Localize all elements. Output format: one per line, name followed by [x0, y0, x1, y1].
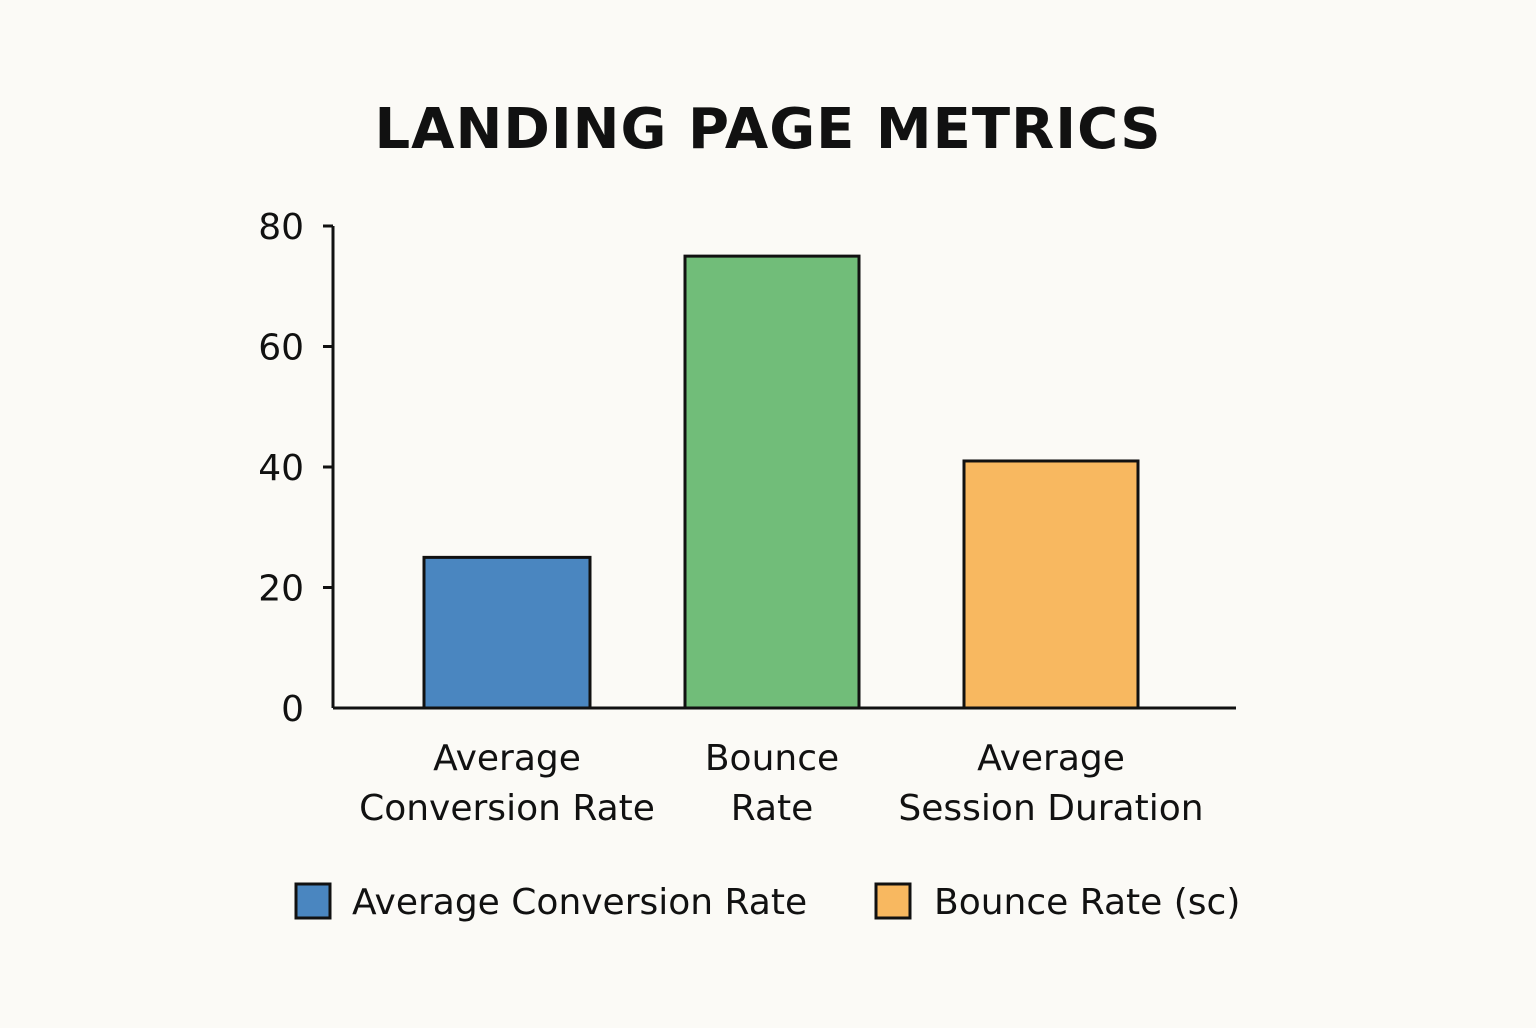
- y-tick-label: 20: [258, 569, 304, 610]
- y-tick-label: 0: [281, 689, 304, 730]
- legend-label: Average Conversion Rate: [352, 882, 807, 923]
- x-category-label: Average: [977, 738, 1125, 779]
- bar: [683, 254, 861, 710]
- y-axis: 0 20 40 60 80: [258, 207, 335, 730]
- chart-title: LANDING PAGE METRICS: [374, 97, 1161, 162]
- legend-swatch: [874, 882, 912, 920]
- bar: [422, 555, 592, 710]
- legend-label: Bounce Rate (sc): [934, 882, 1240, 923]
- x-category-label: Average: [433, 738, 581, 779]
- legend-swatch: [294, 882, 332, 920]
- y-tick-label: 60: [258, 328, 304, 369]
- y-tick-label: 80: [258, 207, 304, 248]
- legend: Average Conversion Rate Bounce Rate (sc): [294, 882, 1240, 923]
- x-category-label: Conversion Rate: [359, 788, 655, 829]
- bars: [422, 254, 1140, 710]
- bar: [962, 459, 1140, 710]
- x-category-label: Rate: [731, 788, 814, 829]
- y-tick-label: 40: [258, 448, 304, 489]
- x-axis: Average Conversion Rate Bounce Rate Average S…: [333, 706, 1236, 829]
- x-category-label: Bounce: [705, 738, 839, 779]
- x-category-label: Session Duration: [898, 788, 1203, 829]
